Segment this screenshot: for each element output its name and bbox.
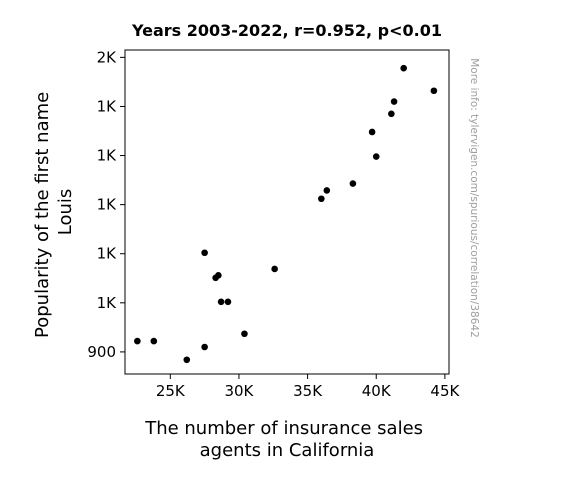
data-point: [368, 128, 376, 136]
data-point: [201, 343, 208, 351]
x-axis-label-line-2: agents in California: [200, 440, 375, 461]
data-point: [430, 87, 438, 95]
data-point: [183, 356, 191, 364]
data-point: [400, 64, 407, 72]
x-tick-label: 25K: [156, 382, 186, 400]
data-point: [201, 249, 208, 257]
data-point: [323, 187, 331, 194]
x-tick-label: 30K: [224, 382, 254, 400]
chart-title: Years 2003-2022, r=0.952, p<0.01: [131, 21, 442, 40]
data-point: [241, 330, 248, 338]
data-point: [318, 195, 325, 203]
source-watermark: More info: tylervigen.com/spurious/corre…: [468, 58, 480, 338]
data-point: [134, 337, 141, 345]
x-axis: 25K 30K 35K 40K 45K: [156, 374, 460, 400]
y-tick-label: 1K: [97, 147, 118, 165]
data-point: [150, 337, 158, 345]
y-axis-label-line-2: Louis: [55, 189, 76, 236]
y-tick-label: 1K: [97, 294, 118, 312]
x-tick-label: 40K: [362, 382, 392, 400]
data-point: [388, 110, 395, 118]
y-tick-label: 900: [87, 343, 116, 361]
y-tick-label: 1K: [97, 245, 118, 263]
y-axis-label-line-1: Popularity of the first name: [32, 92, 53, 338]
y-axis: 900 1K 1K 1K 1K 1K 2K: [87, 48, 125, 361]
data-point: [349, 180, 357, 187]
data-point: [271, 265, 278, 273]
data-point: [224, 298, 232, 306]
plot-frame: [124, 49, 450, 375]
x-tick-label: 35K: [293, 382, 323, 400]
data-point: [217, 298, 225, 306]
y-axis-label: Popularity of the first name Louis: [32, 86, 76, 338]
y-tick-label: 2K: [97, 48, 118, 66]
y-tick-label: 1K: [97, 196, 118, 214]
data-point: [390, 98, 398, 105]
x-axis-label: The number of insurance sales agents in …: [144, 418, 429, 461]
x-axis-label-line-1: The number of insurance sales: [144, 418, 423, 439]
y-tick-label: 1K: [97, 97, 118, 115]
data-points: [134, 64, 438, 364]
data-point: [215, 272, 222, 279]
x-tick-label: 45K: [430, 382, 460, 400]
data-point: [372, 153, 380, 160]
